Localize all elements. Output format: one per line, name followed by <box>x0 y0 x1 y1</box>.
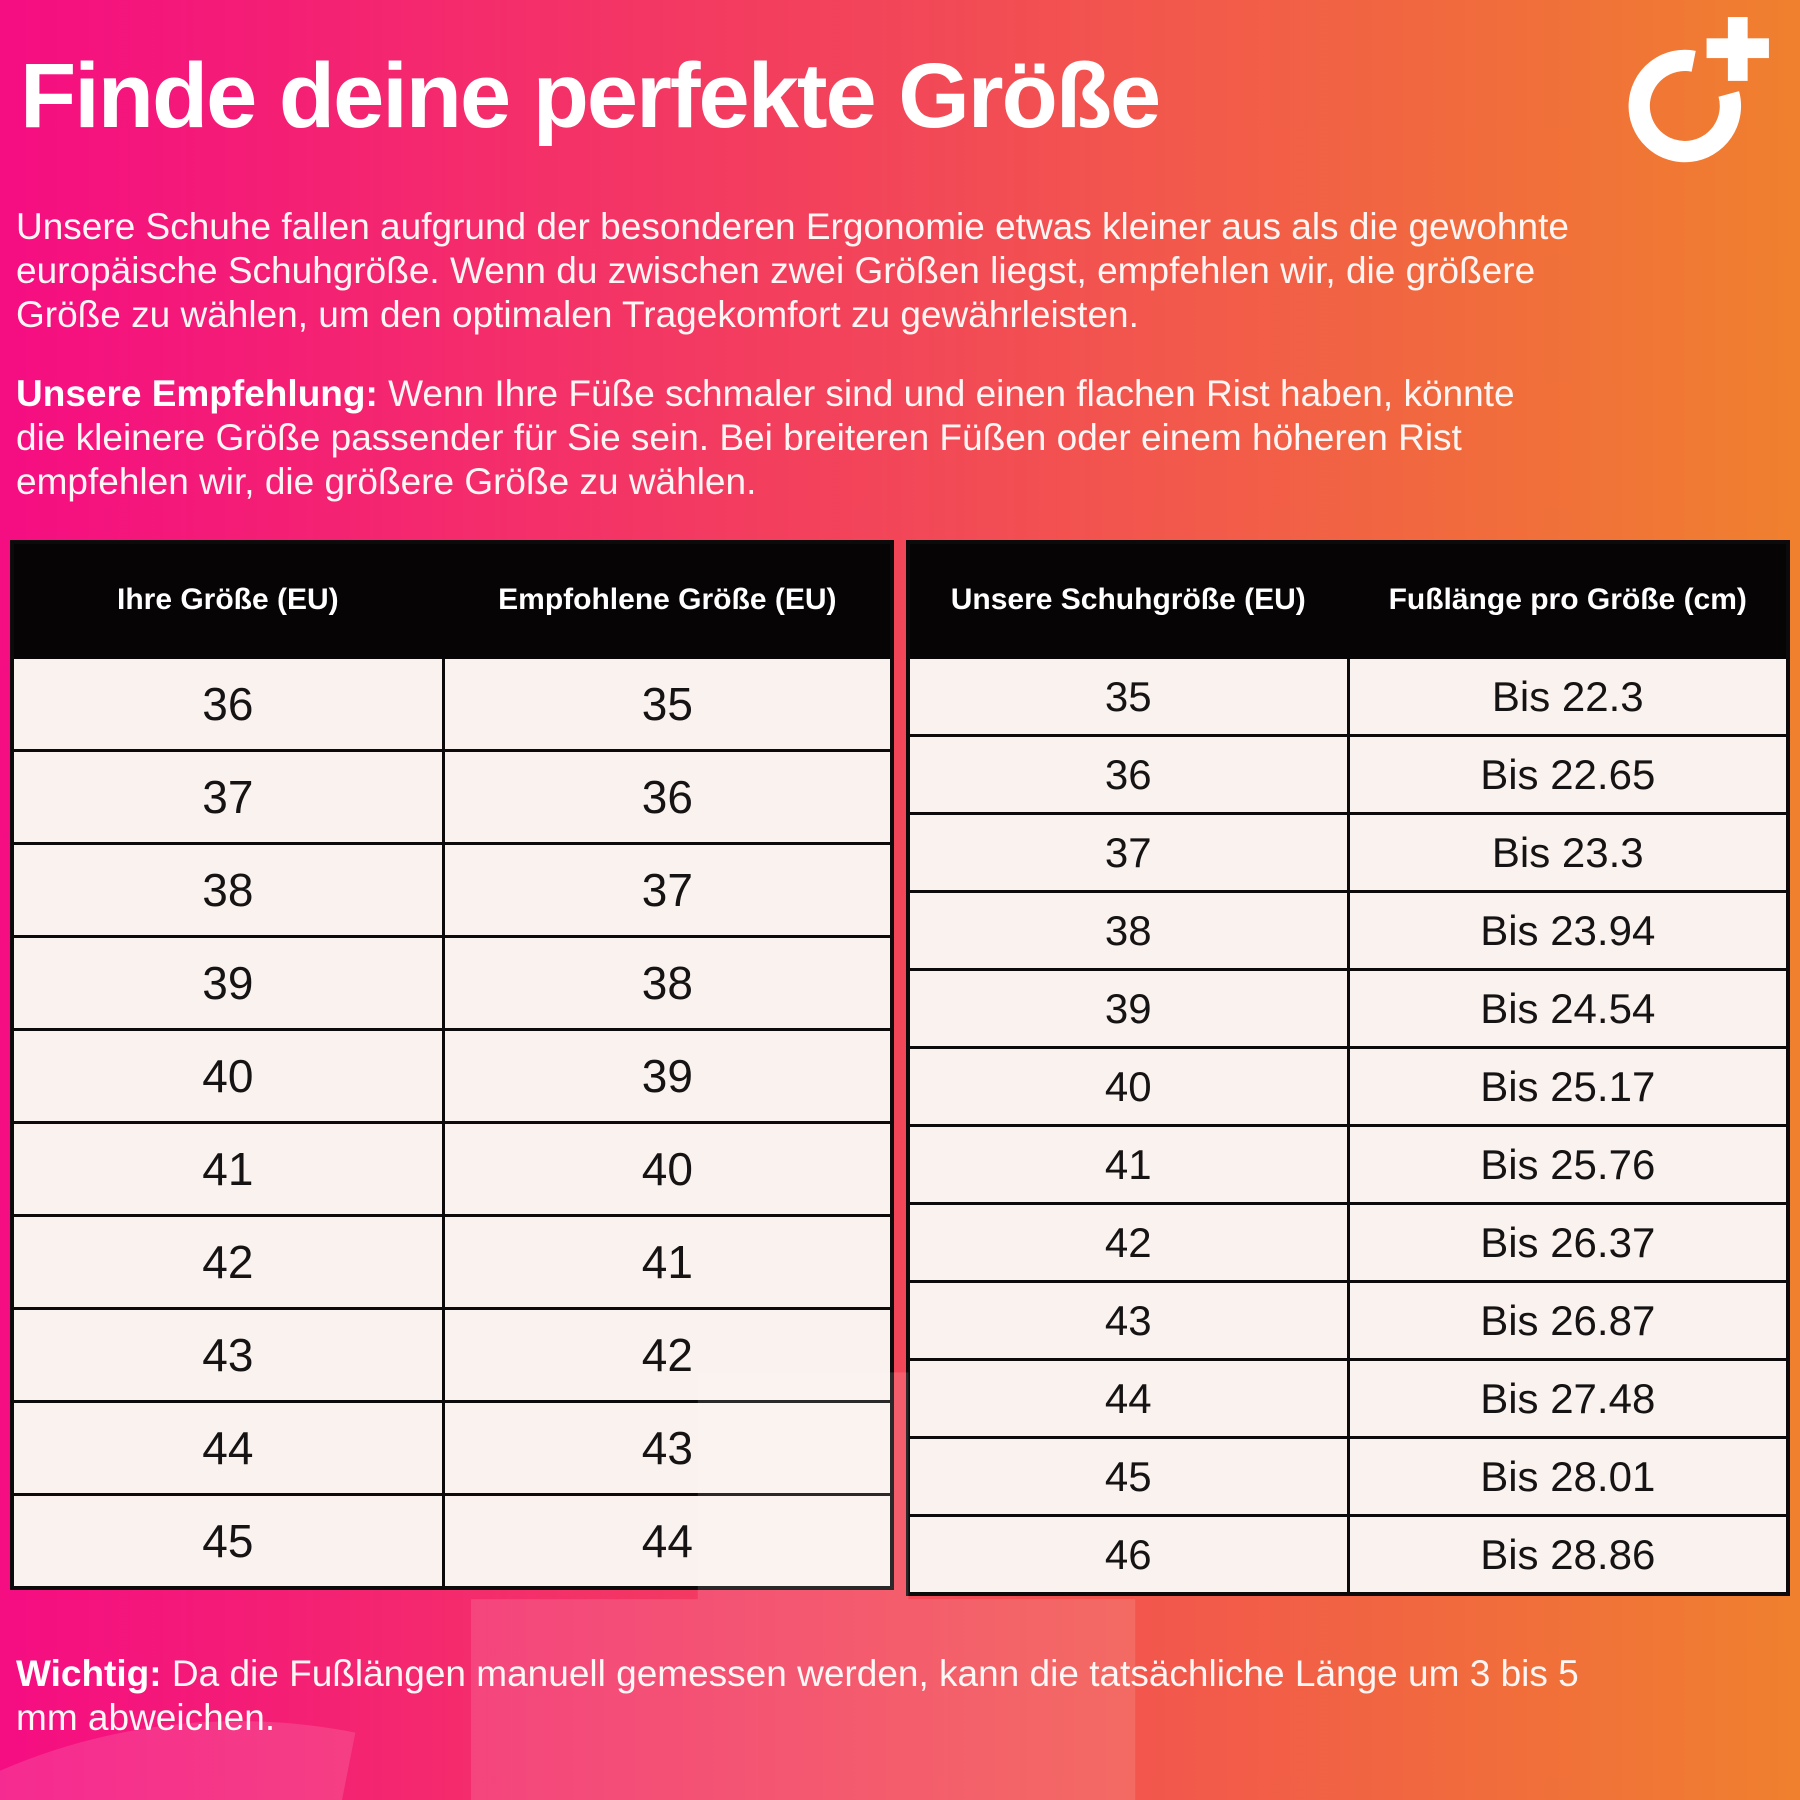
table-cell: 43 <box>441 1400 894 1496</box>
size-conversion-table-header: Ihre Größe (EU) Empfohlene Größe (EU) <box>10 540 894 659</box>
column-header-ihre-groesse: Ihre Größe (EU) <box>10 540 445 659</box>
footer-note-label: Wichtig: <box>16 1653 162 1694</box>
table-row: 40 39 <box>10 1028 894 1124</box>
table-cell: Bis 26.87 <box>1346 1280 1790 1361</box>
footer-note: Wichtig: Da die Fußlängen manuell gemess… <box>16 1652 1636 1740</box>
o-plus-logo-icon <box>1628 17 1769 163</box>
table-cell: Bis 25.76 <box>1346 1124 1790 1205</box>
table-row: 45 Bis 28.01 <box>906 1436 1790 1517</box>
table-row: 45 44 <box>10 1493 894 1590</box>
table-row: 42 Bis 26.37 <box>906 1202 1790 1283</box>
table-row: 39 38 <box>10 935 894 1031</box>
recommendation-label: Unsere Empfehlung: <box>16 373 378 414</box>
table-header-row: Unsere Schuhgröße (EU) Fußlänge pro Größ… <box>906 540 1790 659</box>
table-cell: 35 <box>441 656 894 752</box>
table-cell: 37 <box>441 842 894 938</box>
table-cell: 44 <box>441 1493 894 1590</box>
table-row: 39 Bis 24.54 <box>906 968 1790 1049</box>
table-cell: 39 <box>441 1028 894 1124</box>
table-cell: 46 <box>906 1514 1350 1596</box>
table-cell: 42 <box>906 1202 1350 1283</box>
table-cell: 42 <box>441 1307 894 1403</box>
size-conversion-table: Ihre Größe (EU) Empfohlene Größe (EU) 36… <box>10 540 894 1590</box>
table-cell: 41 <box>10 1121 445 1217</box>
foot-length-table-header: Unsere Schuhgröße (EU) Fußlänge pro Größ… <box>906 540 1790 659</box>
table-cell: Bis 22.3 <box>1346 656 1790 737</box>
table-cell: 41 <box>906 1124 1350 1205</box>
table-cell: 38 <box>10 842 445 938</box>
table-row: 35 Bis 22.3 <box>906 656 1790 737</box>
table-header-row: Ihre Größe (EU) Empfohlene Größe (EU) <box>10 540 894 659</box>
table-cell: 36 <box>10 656 445 752</box>
footer-note-text: Da die Fußlängen manuell gemessen werden… <box>16 1653 1579 1739</box>
table-cell: 39 <box>906 968 1350 1049</box>
table-cell: 44 <box>906 1358 1350 1439</box>
table-row: 37 Bis 23.3 <box>906 812 1790 893</box>
table-row: 41 Bis 25.76 <box>906 1124 1790 1205</box>
table-cell: 45 <box>10 1493 445 1590</box>
table-row: 46 Bis 28.86 <box>906 1514 1790 1596</box>
table-row: 44 43 <box>10 1400 894 1496</box>
table-cell: Bis 22.65 <box>1346 734 1790 815</box>
table-row: 38 Bis 23.94 <box>906 890 1790 971</box>
recommendation-paragraph: Unsere Empfehlung: Wenn Ihre Füße schmal… <box>16 372 1571 504</box>
table-cell: Bis 28.01 <box>1346 1436 1790 1517</box>
table-cell: 40 <box>441 1121 894 1217</box>
foot-length-table-body: 35 Bis 22.3 36 Bis 22.65 37 Bis 23.3 38 Bis 23.… <box>906 656 1790 1596</box>
table-cell: 40 <box>10 1028 445 1124</box>
table-cell: 37 <box>10 749 445 845</box>
table-cell: 36 <box>441 749 894 845</box>
column-header-unsere-schuhgroesse: Unsere Schuhgröße (EU) <box>906 540 1350 659</box>
table-row: 42 41 <box>10 1214 894 1310</box>
table-cell: 35 <box>906 656 1350 737</box>
table-cell: Bis 26.37 <box>1346 1202 1790 1283</box>
size-conversion-table-body: 36 35 37 36 38 37 39 38 40 39 41 40 42 41 43 42 44 43 45 44 <box>10 656 894 1590</box>
table-cell: 41 <box>441 1214 894 1310</box>
table-cell: 38 <box>441 935 894 1031</box>
table-row: 44 Bis 27.48 <box>906 1358 1790 1439</box>
tables-container: Ihre Größe (EU) Empfohlene Größe (EU) 36… <box>10 540 1790 1596</box>
table-row: 40 Bis 25.17 <box>906 1046 1790 1127</box>
recommendation-text: Wenn Ihre Füße schmaler sind und einen f… <box>16 373 1515 503</box>
table-cell: 38 <box>906 890 1350 971</box>
table-row: 43 42 <box>10 1307 894 1403</box>
table-row: 41 40 <box>10 1121 894 1217</box>
table-cell: Bis 27.48 <box>1346 1358 1790 1439</box>
column-header-empfohlene-groesse: Empfohlene Größe (EU) <box>441 540 894 659</box>
table-cell: Bis 23.94 <box>1346 890 1790 971</box>
table-cell: 40 <box>906 1046 1350 1127</box>
intro-paragraph: Unsere Schuhe fallen aufgrund der besond… <box>16 206 1569 336</box>
table-cell: Bis 28.86 <box>1346 1514 1790 1596</box>
table-cell: 45 <box>906 1436 1350 1517</box>
column-header-fusslaenge: Fußlänge pro Größe (cm) <box>1346 540 1790 659</box>
table-row: 43 Bis 26.87 <box>906 1280 1790 1361</box>
table-cell: 39 <box>10 935 445 1031</box>
table-cell: 44 <box>10 1400 445 1496</box>
table-cell: 36 <box>906 734 1350 815</box>
table-cell: Bis 23.3 <box>1346 812 1790 893</box>
page-title: Finde deine perfekte Größe <box>20 45 1161 147</box>
table-row: 36 Bis 22.65 <box>906 734 1790 815</box>
foot-length-table: Unsere Schuhgröße (EU) Fußlänge pro Größ… <box>906 540 1790 1596</box>
table-cell: 43 <box>10 1307 445 1403</box>
table-cell: 42 <box>10 1214 445 1310</box>
table-row: 36 35 <box>10 656 894 752</box>
table-cell: Bis 24.54 <box>1346 968 1790 1049</box>
table-row: 38 37 <box>10 842 894 938</box>
table-row: 37 36 <box>10 749 894 845</box>
table-cell: 37 <box>906 812 1350 893</box>
table-cell: Bis 25.17 <box>1346 1046 1790 1127</box>
table-cell: 43 <box>906 1280 1350 1361</box>
